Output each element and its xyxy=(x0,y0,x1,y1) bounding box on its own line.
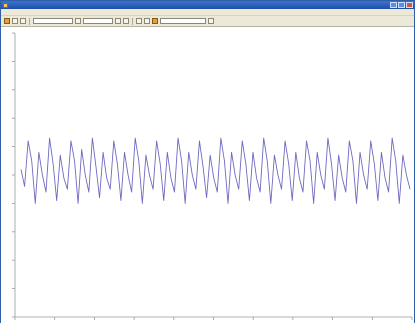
toolbar-separator xyxy=(132,17,133,25)
save-icon[interactable] xyxy=(12,18,18,24)
settings-icon[interactable] xyxy=(208,18,214,24)
zoom-in-icon[interactable] xyxy=(115,18,121,24)
minimize-icon[interactable] xyxy=(390,2,397,8)
menu-bar xyxy=(1,9,414,16)
app-icon xyxy=(3,2,8,8)
cursor-icon[interactable] xyxy=(136,18,142,24)
waveform-chart[interactable] xyxy=(1,27,414,323)
toolbar-field-1[interactable] xyxy=(33,18,73,24)
toolbar xyxy=(1,16,414,27)
maximize-icon[interactable] xyxy=(398,2,405,8)
dropdown-icon[interactable] xyxy=(75,18,81,24)
close-icon[interactable] xyxy=(406,2,413,8)
toolbar-field-2[interactable] xyxy=(83,18,113,24)
print-icon[interactable] xyxy=(20,18,26,24)
run-icon[interactable] xyxy=(152,18,158,24)
measure-icon[interactable] xyxy=(144,18,150,24)
title-bar[interactable] xyxy=(1,1,414,9)
window-controls xyxy=(390,2,413,8)
waveform-series-line xyxy=(20,137,411,204)
open-icon[interactable] xyxy=(4,18,10,24)
toolbar-separator xyxy=(29,17,30,25)
toolbar-field-3[interactable] xyxy=(160,18,206,24)
plot-area[interactable] xyxy=(1,27,414,323)
zoom-out-icon[interactable] xyxy=(123,18,129,24)
